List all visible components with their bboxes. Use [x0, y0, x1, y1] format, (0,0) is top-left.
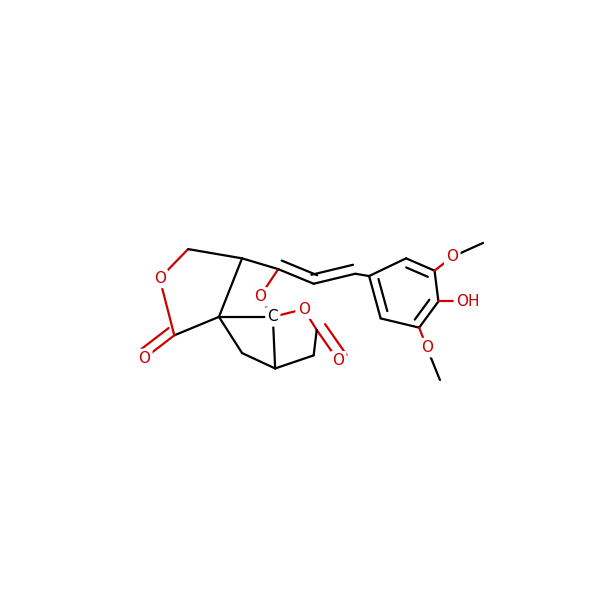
Text: O: O: [332, 353, 344, 368]
Text: OH: OH: [456, 294, 479, 309]
Text: O: O: [254, 289, 266, 304]
Text: O: O: [421, 340, 433, 355]
Text: O: O: [298, 302, 310, 317]
Text: C: C: [268, 310, 278, 325]
Text: O: O: [154, 271, 166, 286]
Text: O: O: [138, 351, 150, 366]
Text: O: O: [446, 250, 458, 264]
